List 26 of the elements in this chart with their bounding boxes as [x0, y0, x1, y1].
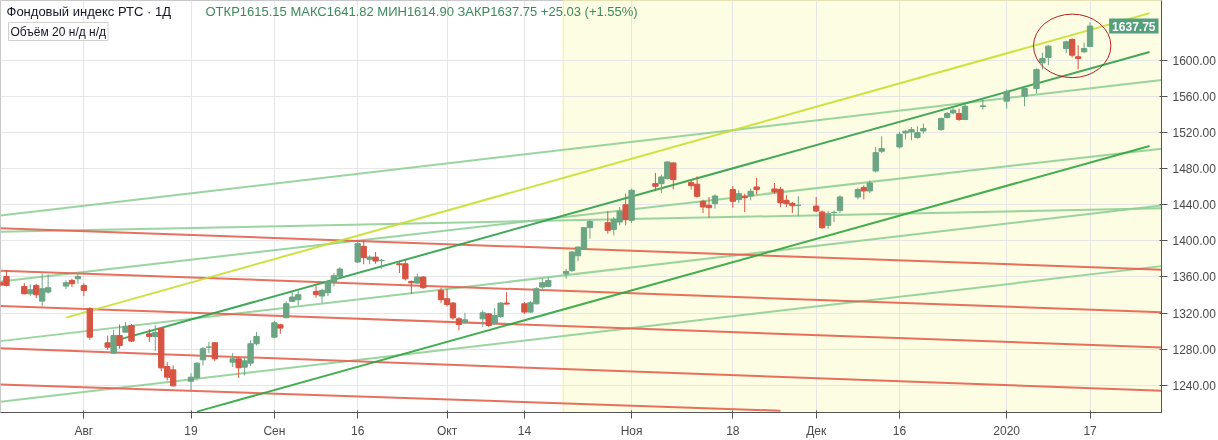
x-tick-label: 2020	[993, 423, 1021, 438]
y-tick-label: 1600.00	[1172, 53, 1217, 68]
x-tick-label: 14	[517, 423, 532, 438]
x-tick-label: Сен	[263, 423, 286, 438]
chart-title: Фондовый индекс РТС · 1Д	[6, 3, 172, 19]
x-tick-label: 17	[1083, 423, 1098, 438]
x-tick-label: Окт	[436, 423, 458, 438]
y-tick-label: 1480.00	[1172, 162, 1217, 177]
x-tick-label: Ноя	[620, 423, 643, 438]
chart-subtitle: ОТКР1615.15 МАКС1641.82 МИН1614.90 ЗАКР1637.75 +25.03 (+1.55%)	[205, 3, 638, 19]
y-tick-label: 1240.00	[1172, 378, 1217, 393]
y-tick-label: 1560.00	[1172, 89, 1217, 104]
y-tick-label: 1360.00	[1172, 270, 1217, 285]
y-tick-label: 1280.00	[1172, 342, 1217, 357]
x-tick-label: Авг	[74, 423, 94, 438]
annotation: Объём 20 н/д н/д	[10, 24, 107, 39]
y-tick-label: 1400.00	[1172, 234, 1217, 249]
x-tick-label: 18	[726, 423, 740, 438]
annotation: 1637.75	[1112, 19, 1156, 34]
x-tick-label: 16	[892, 423, 907, 438]
x-tick-label: 16	[351, 423, 365, 438]
y-tick-label: 1320.00	[1172, 306, 1217, 321]
x-tick-label: Дек	[806, 423, 827, 438]
y-tick-label: 1440.00	[1172, 198, 1217, 213]
x-tick-label: 19	[184, 423, 199, 438]
y-tick-label: 1520.00	[1172, 125, 1217, 140]
